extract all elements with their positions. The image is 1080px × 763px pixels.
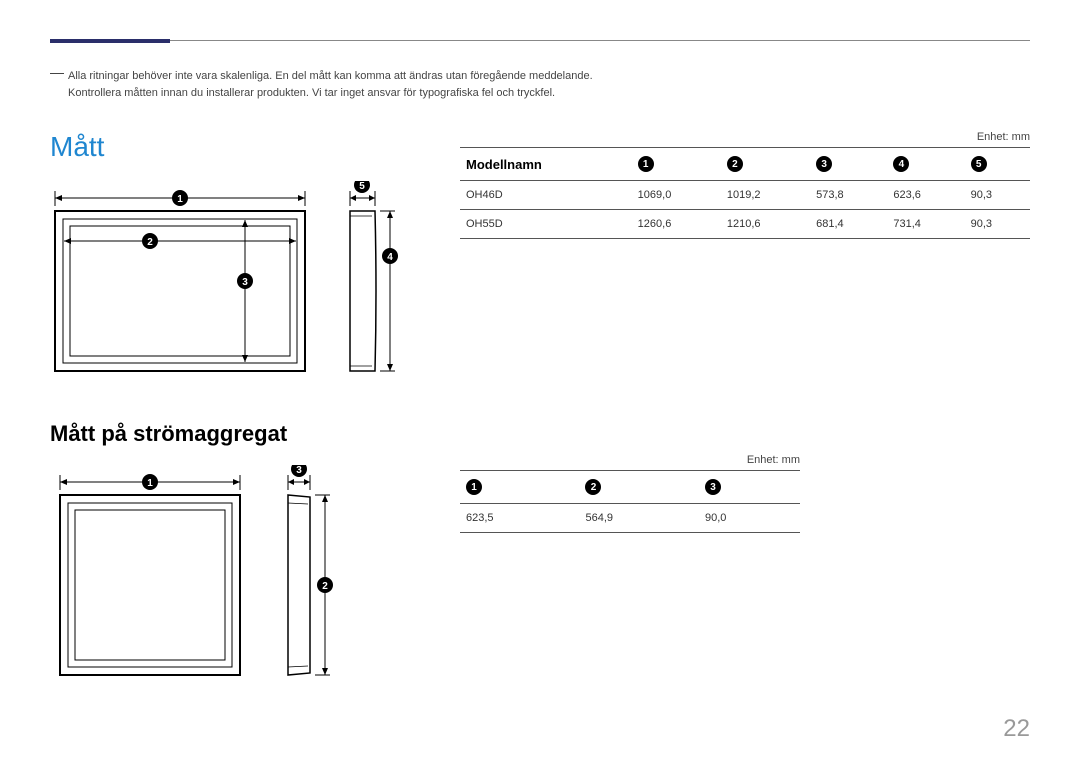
- svg-text:3: 3: [242, 277, 248, 288]
- badge-3b-icon: 3: [705, 479, 721, 495]
- cell: 1210,6: [721, 210, 810, 239]
- cell: 564,9: [579, 504, 698, 533]
- cell: 1260,6: [632, 210, 721, 239]
- cell: 623,5: [460, 504, 579, 533]
- diagram-row-2: 1 3: [50, 465, 410, 685]
- note-dash-icon: [50, 73, 64, 74]
- svg-text:3: 3: [296, 465, 302, 476]
- svg-text:1: 1: [177, 194, 183, 205]
- cell: 90,3: [965, 210, 1030, 239]
- svg-text:2: 2: [322, 581, 328, 592]
- svg-text:1: 1: [147, 478, 153, 489]
- badge-1b-icon: 1: [466, 479, 482, 495]
- cell: 1069,0: [632, 181, 721, 210]
- side-diagram: 5 4: [340, 181, 410, 381]
- table-row: OH46D 1069,0 1019,2 573,8 623,6 90,3: [460, 181, 1030, 210]
- table-row: OH55D 1260,6 1210,6 681,4 731,4 90,3: [460, 210, 1030, 239]
- cell-model: OH46D: [460, 181, 632, 210]
- cell: 573,8: [810, 181, 887, 210]
- badge-1-icon: 1: [638, 156, 654, 172]
- badge-2-icon: 2: [727, 156, 743, 172]
- front-diagram: 1 2 3: [50, 181, 310, 381]
- unit-label-1: Enhet: mm: [460, 131, 1030, 143]
- heading-main: Mått: [50, 131, 410, 163]
- page-number: 22: [1003, 715, 1030, 743]
- svg-text:5: 5: [359, 181, 365, 192]
- table-row: 623,5 564,9 90,0: [460, 504, 800, 533]
- badge-5-icon: 5: [971, 156, 987, 172]
- svg-text:4: 4: [387, 252, 393, 263]
- cell-model: OH55D: [460, 210, 632, 239]
- cell: 681,4: [810, 210, 887, 239]
- psu-side-diagram: 3 2: [280, 465, 350, 685]
- badge-3-icon: 3: [816, 156, 832, 172]
- top-divider: [50, 40, 1030, 41]
- dimensions-table-1: Modellnamn 1 2 3 4 5 OH46D 1069,0 1019,2…: [460, 147, 1030, 239]
- diagram-row-1: 1 2 3: [50, 181, 410, 381]
- cell: 90,0: [699, 504, 800, 533]
- table1-header-model: Modellnamn: [460, 148, 632, 181]
- note-line-1: Alla ritningar behöver inte vara skalenl…: [68, 70, 593, 82]
- note-block: Alla ritningar behöver inte vara skalenl…: [50, 68, 1030, 101]
- cell: 90,3: [965, 181, 1030, 210]
- note-line-2: Kontrollera måtten innan du installerar …: [68, 87, 555, 99]
- badge-2b-icon: 2: [585, 479, 601, 495]
- cell: 731,4: [887, 210, 964, 239]
- accent-bar: [50, 39, 170, 43]
- badge-4-icon: 4: [893, 156, 909, 172]
- cell: 623,6: [887, 181, 964, 210]
- dimensions-table-2: 1 2 3 623,5 564,9 90,0: [460, 470, 800, 533]
- unit-label-2: Enhet: mm: [460, 454, 800, 466]
- svg-text:2: 2: [147, 237, 153, 248]
- psu-front-diagram: 1: [50, 465, 250, 685]
- cell: 1019,2: [721, 181, 810, 210]
- heading-sub: Mått på strömaggregat: [50, 421, 410, 447]
